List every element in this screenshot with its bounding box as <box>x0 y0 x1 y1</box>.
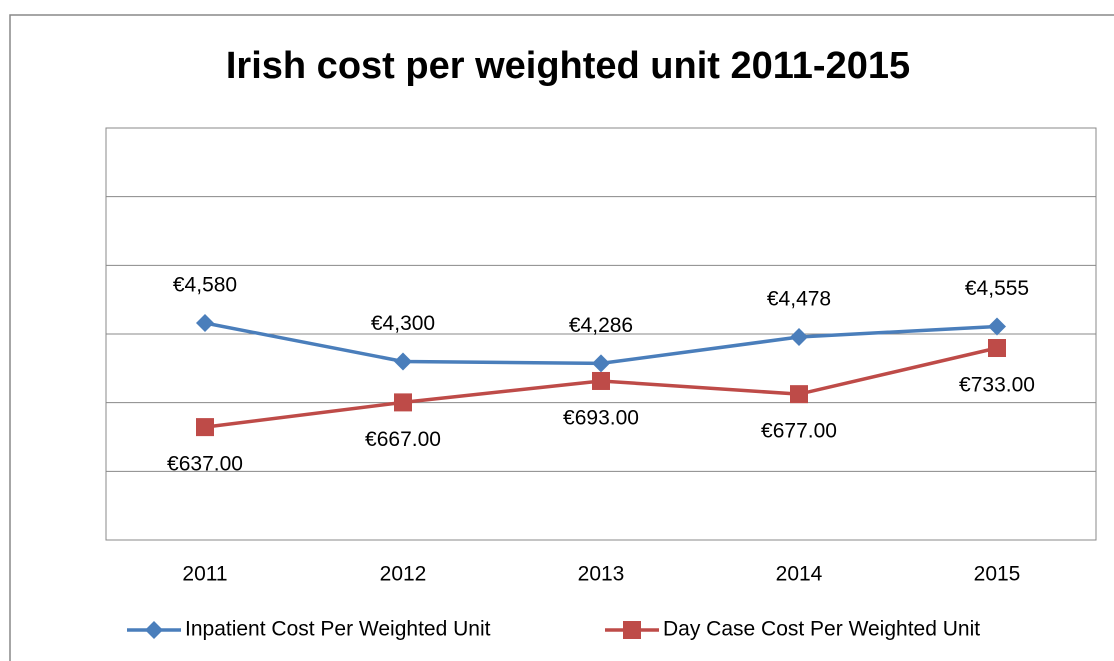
point-marker <box>790 328 808 347</box>
point-marker <box>790 385 808 404</box>
x-tick-label: 2015 <box>974 563 1021 586</box>
data-label: €4,478 <box>767 288 831 311</box>
point-marker <box>196 314 214 333</box>
data-label: €4,300 <box>371 312 435 335</box>
data-label: €4,286 <box>569 314 633 337</box>
data-label: €733.00 <box>959 374 1035 397</box>
data-label: €4,555 <box>965 277 1029 300</box>
legend-label: Day Case Cost Per Weighted Unit <box>663 618 980 641</box>
data-label: €677.00 <box>761 420 837 443</box>
legend-label: Inpatient Cost Per Weighted Unit <box>185 618 491 641</box>
point-marker <box>592 354 610 373</box>
x-tick-label: 2011 <box>182 563 227 586</box>
point-marker <box>988 317 1006 336</box>
point-marker <box>394 352 412 371</box>
point-marker <box>988 339 1006 358</box>
legend-marker <box>623 621 641 639</box>
x-tick-label: 2012 <box>380 563 427 586</box>
data-label: €4,580 <box>173 274 237 297</box>
data-label: €667.00 <box>365 428 441 451</box>
legend-marker <box>145 621 163 639</box>
point-marker <box>592 371 610 390</box>
x-tick-label: 2014 <box>776 563 823 586</box>
chart-title: Irish cost per weighted unit 2011-2015 <box>226 45 910 87</box>
data-label: €693.00 <box>563 407 639 430</box>
point-marker <box>196 418 214 437</box>
data-label: €637.00 <box>167 453 243 476</box>
point-marker <box>394 393 412 412</box>
x-tick-label: 2013 <box>578 563 625 586</box>
